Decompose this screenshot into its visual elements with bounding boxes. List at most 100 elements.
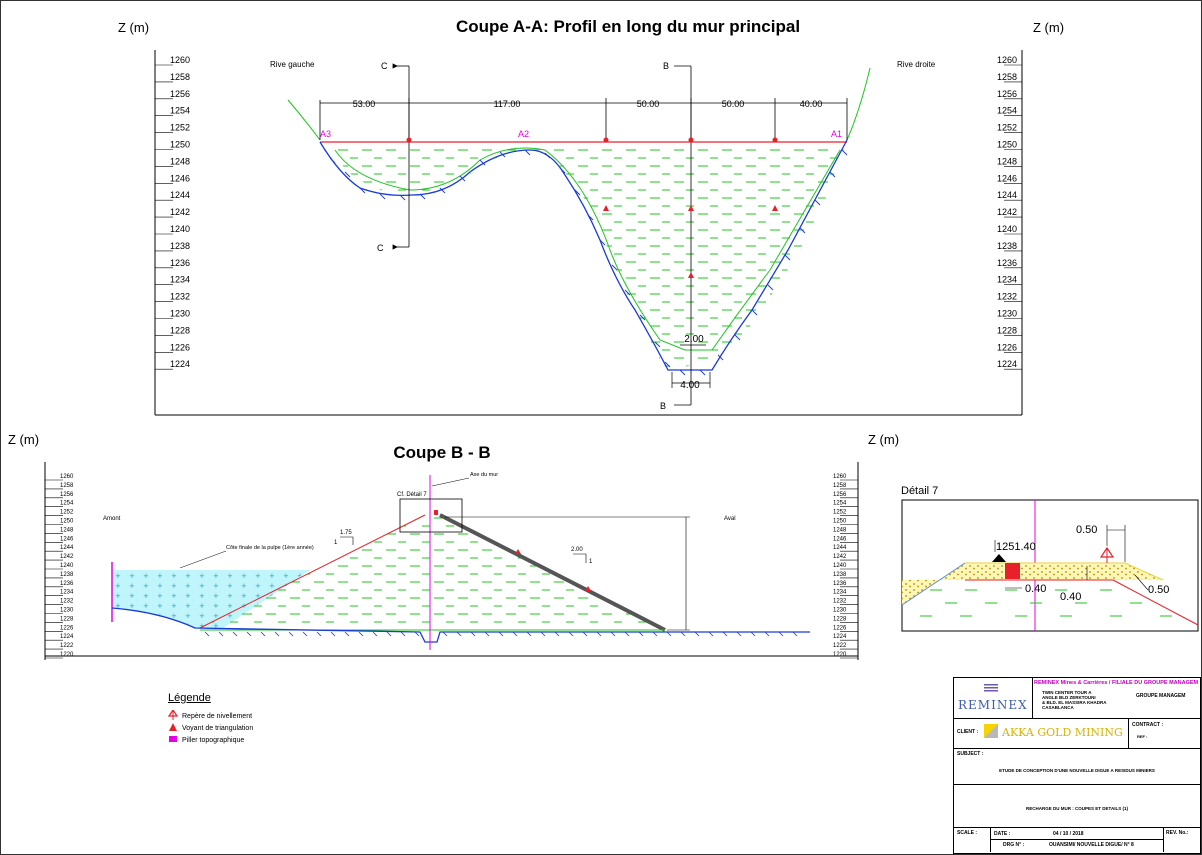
rive-gauche-label: Rive gauche	[270, 60, 315, 69]
elevation-tick: 1238	[997, 241, 1017, 251]
legend-item-piller: Piller topographique	[168, 734, 253, 746]
elevation-tick: 1238	[60, 572, 74, 578]
company-name: REMINEX Mines & Carrières / FILIALE DU G…	[1034, 680, 1199, 686]
elevation-tick: 1248	[833, 527, 847, 533]
upstream-slope	[199, 514, 426, 629]
row-divider	[954, 827, 1200, 828]
addr-line: & BLD. EL MASSIRA KHADRA	[1042, 700, 1107, 705]
slope-up-h: 1.75	[340, 530, 352, 536]
elevation-tick: 1248	[170, 156, 190, 166]
dim-50a: 50.00	[637, 99, 660, 109]
wall-body-aa	[320, 142, 847, 370]
elevation-tick: 1232	[833, 599, 847, 605]
elevation-tick: 1250	[997, 140, 1017, 150]
section-aa-frame	[154, 50, 1023, 416]
date-label: DATE :	[994, 831, 1011, 837]
detail7-piller	[1005, 563, 1020, 579]
section-b-bottom: B	[660, 401, 666, 411]
dim-40: 40.00	[800, 99, 823, 109]
elevation-tick: 1222	[60, 643, 74, 649]
rive-droite-label: Rive droite	[897, 60, 936, 69]
elevation-tick: 1260	[997, 55, 1017, 65]
elevation-tick: 1242	[833, 554, 847, 560]
elevation-tick: 1220	[833, 652, 847, 658]
elevation-tick: 1252	[833, 510, 847, 516]
elevation-tick: 1224	[833, 634, 847, 640]
left-bank-line	[287, 99, 321, 141]
elevation-tick: 1234	[60, 590, 74, 596]
section-aa-title: Coupe A-A: Profil en long du mur princip…	[456, 17, 800, 36]
section-b-top: B	[663, 61, 669, 71]
elevation-tick: 1258	[60, 483, 74, 489]
elevation-tick: 1258	[170, 72, 190, 82]
elevation-tick: 1256	[170, 89, 190, 99]
legend-item-triangulation: Voyant de triangulation	[168, 722, 253, 734]
slope-down-v: 1	[589, 559, 593, 565]
elevation-tick: 1252	[997, 123, 1017, 133]
elevation-tick: 1246	[997, 173, 1017, 183]
section-c-cut	[392, 63, 410, 250]
downstream-slope	[439, 513, 666, 632]
elevation-tick: 1230	[833, 608, 847, 614]
detail7-title: Détail 7	[901, 485, 938, 497]
elevation-tick: 1222	[833, 643, 847, 649]
elevation-tick: 1242	[170, 207, 190, 217]
elevation-tick: 1260	[60, 474, 74, 480]
elevation-tick: 1230	[170, 309, 190, 319]
axe-leader	[431, 477, 470, 487]
point-a3: A3	[320, 129, 331, 139]
detail7-w3: 0.40	[1060, 591, 1081, 603]
detail-box	[399, 498, 463, 533]
detail7-w2: 0.40	[1025, 583, 1046, 595]
markers-aa	[406, 137, 778, 278]
axe-label: Axe du mur	[470, 472, 498, 478]
elevation-tick: 1224	[997, 359, 1017, 369]
elevation-tick: 1240	[997, 224, 1017, 234]
date-value: 04 / 10 / 2018	[1053, 831, 1084, 837]
elevation-tick: 1236	[170, 258, 190, 268]
dim-50b: 50.00	[722, 99, 745, 109]
piller-icon	[168, 734, 182, 746]
elevation-tick: 1258	[997, 72, 1017, 82]
elevation-tick: 1226	[997, 342, 1017, 352]
row-divider	[954, 718, 1200, 719]
section-c-bottom: C	[377, 243, 384, 253]
client-label: CLIENT :	[957, 729, 979, 735]
drawing-subtitle: RECHARGE DU MUR : COUPES ET DETAILS (1)	[1026, 806, 1128, 811]
elevation-tick: 1224	[170, 359, 190, 369]
scale-label: SCALE :	[957, 830, 977, 836]
section-bb-axis-label-left: Z (m)	[8, 432, 39, 447]
detail7-red-slope	[1112, 579, 1199, 626]
elevation-tick: 1226	[833, 625, 847, 631]
elevation-tick: 1244	[170, 190, 190, 200]
elevation-tick: 1232	[997, 292, 1017, 302]
legend-title: Légende	[168, 692, 211, 704]
point-a2: A2	[518, 129, 529, 139]
elevation-tick: 1234	[997, 275, 1017, 285]
pulp-leader	[179, 550, 227, 569]
elevation-tick: 1246	[833, 536, 847, 542]
row-divider	[954, 748, 1200, 749]
drg-value: OUANSIMI/ NOUVELLE DIGUE/ N° 8	[1049, 842, 1134, 848]
elevation-tick: 1256	[997, 89, 1017, 99]
elevation-tick: 1244	[60, 545, 74, 551]
elevation-tick: 1254	[170, 106, 190, 116]
elevation-tick: 1228	[170, 325, 190, 335]
elevation-tick: 1238	[833, 572, 847, 578]
section-bb-title: Coupe B - B	[393, 443, 490, 462]
subject-text: ETUDE DE CONCEPTION D'UNE NOUVELLE DIGUE…	[999, 768, 1155, 773]
elevation-tick: 1234	[833, 590, 847, 596]
elevation-tick: 1236	[997, 258, 1017, 268]
title-block: REMINEX REMINEX Mines & Carrières / FILI…	[953, 677, 1201, 854]
ref-label: REF :	[1137, 734, 1148, 739]
elevation-tick: 1260	[170, 55, 190, 65]
elevation-tick: 1254	[833, 501, 847, 507]
drg-label: DRG N° :	[1003, 842, 1025, 848]
section-b-cut	[674, 65, 692, 406]
detail7-body-dashes	[920, 589, 1172, 617]
pulp-label: Côte finale de la pulpe (1ère année)	[226, 545, 314, 551]
ground-blue-line	[319, 139, 848, 371]
elevation-tick: 1226	[60, 625, 74, 631]
contract-cell: CONTRACT : REF :	[1128, 719, 1201, 748]
